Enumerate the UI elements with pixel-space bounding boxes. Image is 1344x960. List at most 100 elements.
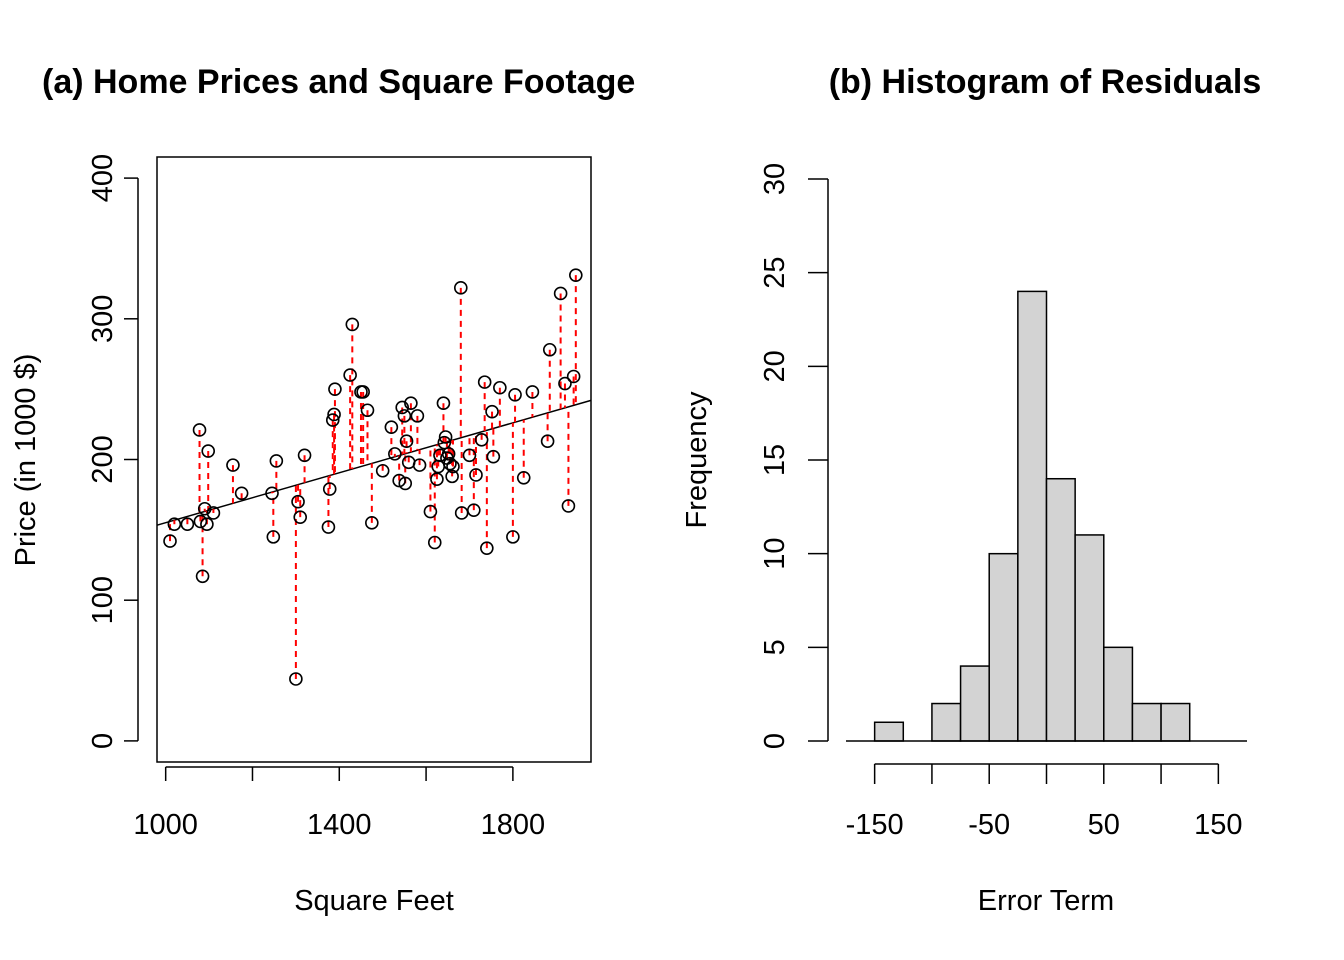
data-point xyxy=(192,423,207,437)
histogram-bar xyxy=(1074,534,1105,742)
scatter-points xyxy=(163,268,583,686)
data-point xyxy=(375,463,390,478)
data-point xyxy=(197,501,212,516)
data-point xyxy=(269,454,284,468)
data-point xyxy=(486,449,501,464)
data-point xyxy=(477,375,492,389)
data-point xyxy=(480,541,494,555)
data-point xyxy=(441,447,456,461)
data-point xyxy=(469,468,483,482)
data-point xyxy=(343,368,357,382)
data-point xyxy=(201,444,216,458)
data-point xyxy=(508,387,522,402)
data-point xyxy=(398,476,413,491)
data-point xyxy=(395,400,410,415)
data-point xyxy=(566,369,581,384)
data-point xyxy=(345,317,360,332)
data-point xyxy=(325,413,340,427)
panel-a-title: (a) Home Prices and Square Footage xyxy=(42,63,635,101)
data-point xyxy=(540,434,555,449)
histogram-bar xyxy=(1103,646,1134,742)
data-point xyxy=(200,517,214,532)
y-tick-label: 20 xyxy=(759,350,791,382)
data-point xyxy=(293,510,308,524)
panel-b-title: (b) Histogram of Residuals xyxy=(829,63,1262,101)
data-point xyxy=(195,569,210,584)
regression-line-segment xyxy=(156,399,592,526)
data-point xyxy=(485,404,499,419)
panel-a-plot-box xyxy=(156,156,592,763)
data-point xyxy=(453,281,468,295)
data-point xyxy=(265,486,279,501)
data-point xyxy=(384,420,399,434)
histogram-bar xyxy=(959,665,990,742)
data-point xyxy=(388,447,402,461)
y-tick-label: 300 xyxy=(87,295,119,343)
data-point xyxy=(327,407,341,422)
panel-a-y-axis-label: Price (in 1000 $) xyxy=(10,354,42,567)
y-tick-label: 0 xyxy=(87,733,119,749)
panel-b-y-axis: 0 5 10 15 20 25 30 xyxy=(759,163,829,749)
data-point xyxy=(399,434,414,449)
histogram-bars xyxy=(873,290,1191,742)
x-tick-label: -150 xyxy=(846,809,904,841)
data-point xyxy=(404,396,418,411)
y-tick-label: 0 xyxy=(759,733,791,749)
data-point xyxy=(297,448,312,463)
x-tick-label: 1800 xyxy=(481,809,546,841)
histogram-bar xyxy=(1017,290,1048,742)
panel-b: (b) Histogram of Residuals -150 -50 50 150 … xyxy=(681,63,1261,917)
data-point xyxy=(392,473,406,488)
y-tick-label: 10 xyxy=(759,538,791,570)
data-point xyxy=(321,520,336,534)
data-point xyxy=(438,430,453,444)
data-point xyxy=(365,516,379,530)
panel-a-x-axis-label: Square Feet xyxy=(294,885,454,917)
y-tick-label: 25 xyxy=(759,257,791,289)
data-point xyxy=(266,530,281,544)
data-point xyxy=(516,470,531,485)
data-point xyxy=(289,672,303,686)
data-point xyxy=(193,514,208,529)
x-tick-label: 1000 xyxy=(133,809,198,841)
data-point xyxy=(234,486,249,501)
data-point xyxy=(328,382,342,396)
data-point xyxy=(412,458,427,472)
data-point xyxy=(427,535,442,550)
histogram-bar xyxy=(1045,477,1076,742)
data-point xyxy=(506,530,520,544)
data-point xyxy=(167,517,182,532)
panel-a-y-axis: 0 100 200 300 400 xyxy=(87,154,139,749)
histogram-bar xyxy=(988,552,1019,742)
data-point xyxy=(493,380,507,395)
data-point xyxy=(436,396,451,411)
panel-b-y-axis-label: Frequency xyxy=(681,391,713,529)
data-point xyxy=(446,459,460,474)
data-point xyxy=(360,403,375,418)
data-point xyxy=(356,385,370,399)
y-tick-label: 200 xyxy=(87,435,119,483)
data-point xyxy=(558,376,572,391)
data-point xyxy=(443,456,457,471)
data-point xyxy=(462,448,477,463)
histogram-bar xyxy=(931,702,962,742)
data-point xyxy=(437,435,452,450)
y-tick-label: 400 xyxy=(87,154,119,202)
panel-b-x-axis: -150 -50 50 150 xyxy=(846,763,1243,841)
data-point xyxy=(180,517,195,532)
data-point xyxy=(423,504,438,519)
histogram-bar xyxy=(1160,702,1191,742)
histogram-bar xyxy=(1131,702,1162,742)
x-tick-label: 50 xyxy=(1088,809,1120,841)
x-tick-label: 1400 xyxy=(307,809,372,841)
data-point xyxy=(397,409,412,423)
data-point xyxy=(474,433,489,447)
data-point xyxy=(206,506,221,520)
data-point xyxy=(410,409,425,423)
data-point xyxy=(163,534,177,548)
data-point xyxy=(561,499,576,513)
data-point xyxy=(433,448,447,463)
data-point xyxy=(291,494,305,509)
residual-lines xyxy=(169,275,577,679)
